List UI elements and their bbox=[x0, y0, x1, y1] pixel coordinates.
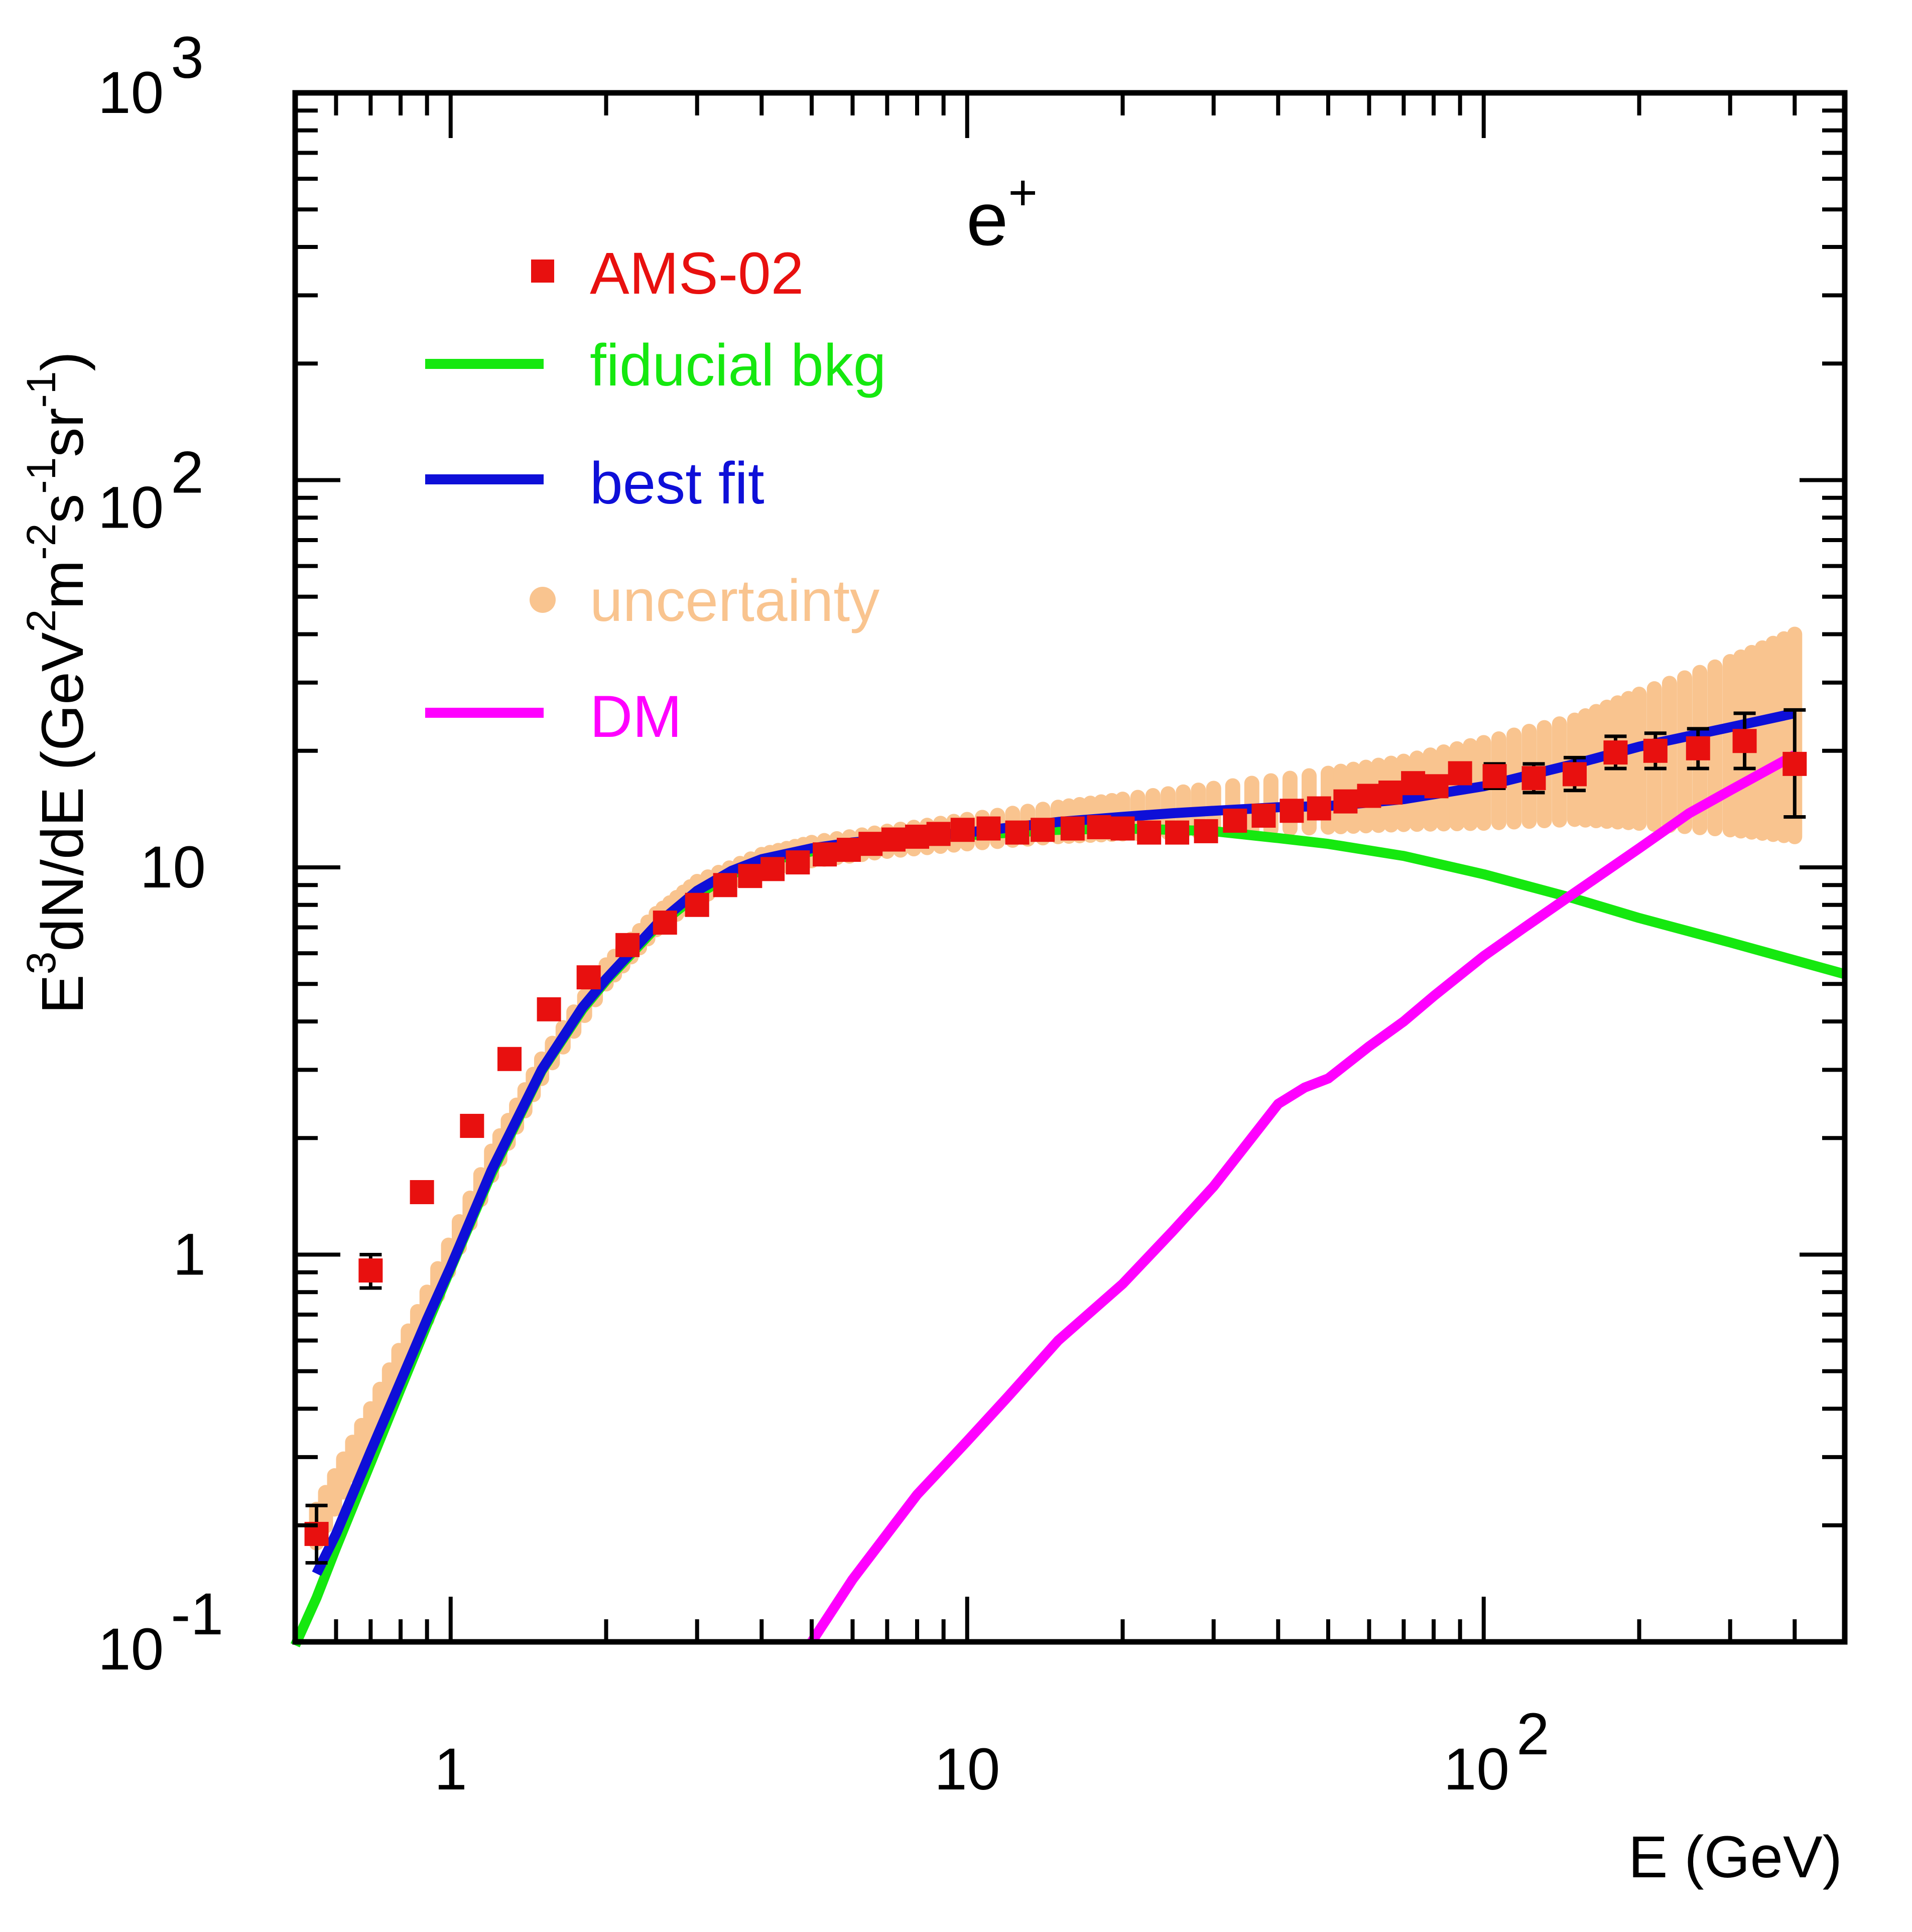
y-tick-label: 10-1 bbox=[98, 1581, 223, 1683]
x-tick-label: 102 bbox=[1444, 1701, 1550, 1802]
legend-label-ams02: AMS-02 bbox=[590, 240, 804, 307]
y-axis-title-superscript: -2 bbox=[19, 524, 64, 560]
y-axis-title-superscript: -1 bbox=[19, 457, 64, 494]
y-axis-title-part: s bbox=[30, 494, 96, 524]
ams02-point bbox=[1603, 740, 1628, 765]
ams02-markers bbox=[304, 729, 1807, 1546]
ams02-point bbox=[1333, 789, 1358, 814]
ams02-point bbox=[1060, 816, 1085, 841]
x-tick-label: 1 bbox=[434, 1736, 467, 1802]
ams02-point bbox=[1521, 766, 1546, 791]
ams02-point bbox=[858, 832, 883, 856]
legend: AMS-02 fiducial bkg best fit uncertainty… bbox=[425, 240, 886, 750]
y-tick-label: 1 bbox=[173, 1222, 206, 1288]
y-tick-label: 10 bbox=[140, 834, 206, 900]
ams02-point bbox=[460, 1114, 484, 1138]
axis-ticks bbox=[293, 91, 1847, 1644]
ams02-point bbox=[738, 864, 762, 888]
particle-charge: + bbox=[1008, 165, 1037, 221]
ams02-point bbox=[653, 911, 677, 935]
ams02-point bbox=[1562, 762, 1587, 787]
ams02-point bbox=[1448, 761, 1472, 786]
ams02-point bbox=[1307, 796, 1331, 821]
ams02-point bbox=[1280, 799, 1304, 823]
ams02-point bbox=[1087, 815, 1111, 839]
ams02-point bbox=[410, 1180, 434, 1205]
ams02-point bbox=[1686, 736, 1710, 760]
ams02-point bbox=[836, 838, 861, 862]
tick-labels: 1 10 102 10-1 1 10 102 103 bbox=[98, 25, 1550, 1802]
ams02-point bbox=[615, 933, 640, 957]
legend-label-fiducial-bkg: fiducial bkg bbox=[590, 332, 886, 399]
ams02-point bbox=[497, 1047, 522, 1071]
ams02-point bbox=[786, 850, 810, 875]
ams02-point bbox=[1223, 808, 1247, 833]
y-axis-title-part: dN/dE (GeV bbox=[30, 632, 96, 951]
ams02-point bbox=[713, 873, 737, 897]
y-axis-title-part: m bbox=[30, 560, 96, 609]
ams02-point bbox=[1357, 784, 1381, 808]
legend-marker-uncertainty bbox=[530, 587, 556, 613]
ams02-point bbox=[1482, 764, 1507, 789]
legend-label-best-fit: best fit bbox=[590, 450, 764, 517]
y-axis-title-superscript: -1 bbox=[19, 371, 64, 408]
ams02-point bbox=[1378, 781, 1403, 805]
legend-label-uncertainty: uncertainty bbox=[590, 568, 879, 634]
ams02-point bbox=[905, 824, 930, 849]
ams02-point bbox=[1194, 819, 1218, 843]
ams02-point bbox=[1643, 738, 1668, 763]
ams02-point bbox=[685, 892, 709, 917]
legend-marker-ams02 bbox=[531, 260, 554, 283]
ams02-point bbox=[358, 1258, 383, 1283]
ams02-point bbox=[1137, 820, 1162, 845]
ams02-point bbox=[537, 997, 561, 1021]
x-axis-title: E (GeV) bbox=[1628, 1824, 1842, 1890]
series-fiducial-bkg bbox=[290, 823, 1846, 1647]
ams02-point bbox=[760, 857, 785, 881]
ams02-point bbox=[881, 827, 906, 852]
y-axis-title-superscript: 2 bbox=[19, 609, 64, 632]
ams02-point bbox=[950, 818, 975, 842]
y-axis-title-superscript: 3 bbox=[19, 952, 64, 975]
y-tick-label: 103 bbox=[98, 25, 204, 126]
particle-symbol: e bbox=[966, 177, 1008, 261]
ams02-point bbox=[1031, 818, 1055, 842]
ams02-point bbox=[976, 816, 1001, 841]
y-axis-title-part: sr bbox=[30, 408, 96, 457]
ams02-point bbox=[1782, 751, 1807, 776]
ams02-point bbox=[576, 965, 601, 990]
ams02-point bbox=[1424, 774, 1449, 799]
ams02-point bbox=[1251, 803, 1276, 828]
ams02-point bbox=[1401, 771, 1426, 796]
series-dm bbox=[807, 750, 1798, 1645]
y-axis-title-part: ) bbox=[30, 351, 96, 371]
x-tick-label: 10 bbox=[934, 1736, 1000, 1802]
ams02-point bbox=[1005, 820, 1030, 845]
ams02-point bbox=[813, 842, 837, 867]
y-axis-title-part: E bbox=[30, 974, 96, 1014]
y-tick-label: 102 bbox=[98, 440, 204, 541]
y-axis-title: E3dN/dE (GeV2m-2s-1sr-1) bbox=[19, 351, 96, 1014]
ams02-point bbox=[1110, 816, 1135, 841]
particle-annotation: e+ bbox=[966, 165, 1038, 261]
ams02-point bbox=[1165, 820, 1190, 845]
curves bbox=[290, 708, 1846, 1647]
ams02-point bbox=[1732, 729, 1757, 753]
ams02-point bbox=[926, 822, 951, 846]
legend-label-dm: DM bbox=[590, 684, 682, 750]
